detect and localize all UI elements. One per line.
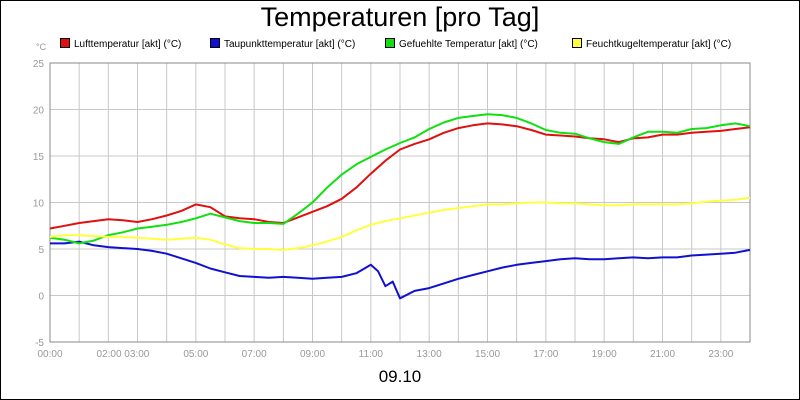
- x-tick-label: 00:00: [37, 349, 62, 360]
- legend-swatch-lufttemperatur: [60, 38, 70, 48]
- x-tick-label: 23:00: [708, 349, 733, 360]
- legend-item-feuchtkugeltemperatur: Feuchtkugeltemperatur [akt] (°C): [572, 38, 731, 50]
- x-tick-label: 13:00: [417, 349, 442, 360]
- y-tick-label: 20: [33, 106, 45, 117]
- legend-swatch-gefuehlte-temperatur: [385, 38, 395, 48]
- y-tick-label: 15: [33, 152, 45, 163]
- x-tick-label: 17:00: [533, 349, 558, 360]
- plot-border: [49, 62, 751, 343]
- legend-swatch-taupunkttemperatur: [210, 38, 220, 48]
- series-line-3: [49, 196, 751, 251]
- y-tick-label: 10: [33, 199, 45, 210]
- legend-item-lufttemperatur: Lufttemperatur [akt] (°C): [60, 38, 181, 50]
- chart-title: Temperaturen [pro Tag]: [260, 2, 540, 32]
- x-tick-label: 09:00: [300, 349, 325, 360]
- x-tick-label: 02:00 03:00: [97, 349, 150, 360]
- y-tick-label: -5: [35, 338, 44, 349]
- legend-label-feuchtkugeltemperatur: Feuchtkugeltemperatur [akt] (°C): [586, 39, 732, 50]
- y-tick-label: 25: [33, 59, 45, 70]
- legend-label-lufttemperatur: Lufttemperatur [akt] (°C): [74, 39, 182, 50]
- x-tick-label: 21:00: [650, 349, 675, 360]
- x-tick-label: 11:00: [359, 349, 384, 360]
- series-line-2: [49, 113, 751, 245]
- legend-swatch-feuchtkugeltemperatur: [572, 38, 582, 48]
- y-axis-unit-label: °C: [36, 42, 47, 52]
- legend-item-taupunkttemperatur: Taupunkttemperatur [akt] (°C): [210, 38, 355, 50]
- x-tick-label: 19:00: [592, 349, 617, 360]
- x-axis-date-label: 09.10: [378, 367, 422, 386]
- x-tick-label: 15:00: [475, 349, 500, 360]
- series-line-1: [50, 240, 751, 300]
- legend-label-taupunkttemperatur: Taupunkttemperatur [akt] (°C): [224, 39, 356, 50]
- legend-label-gefuehlte-temperatur: Gefuehlte Temperatur [akt] (°C): [399, 39, 538, 50]
- legend-item-gefuehlte-temperatur: Gefuehlte Temperatur [akt] (°C): [385, 38, 538, 50]
- y-tick-label: 0: [38, 292, 44, 303]
- x-tick-label: 07:00: [242, 349, 267, 360]
- y-tick-label: 5: [38, 245, 44, 256]
- x-tick-label: 05:00: [183, 349, 208, 360]
